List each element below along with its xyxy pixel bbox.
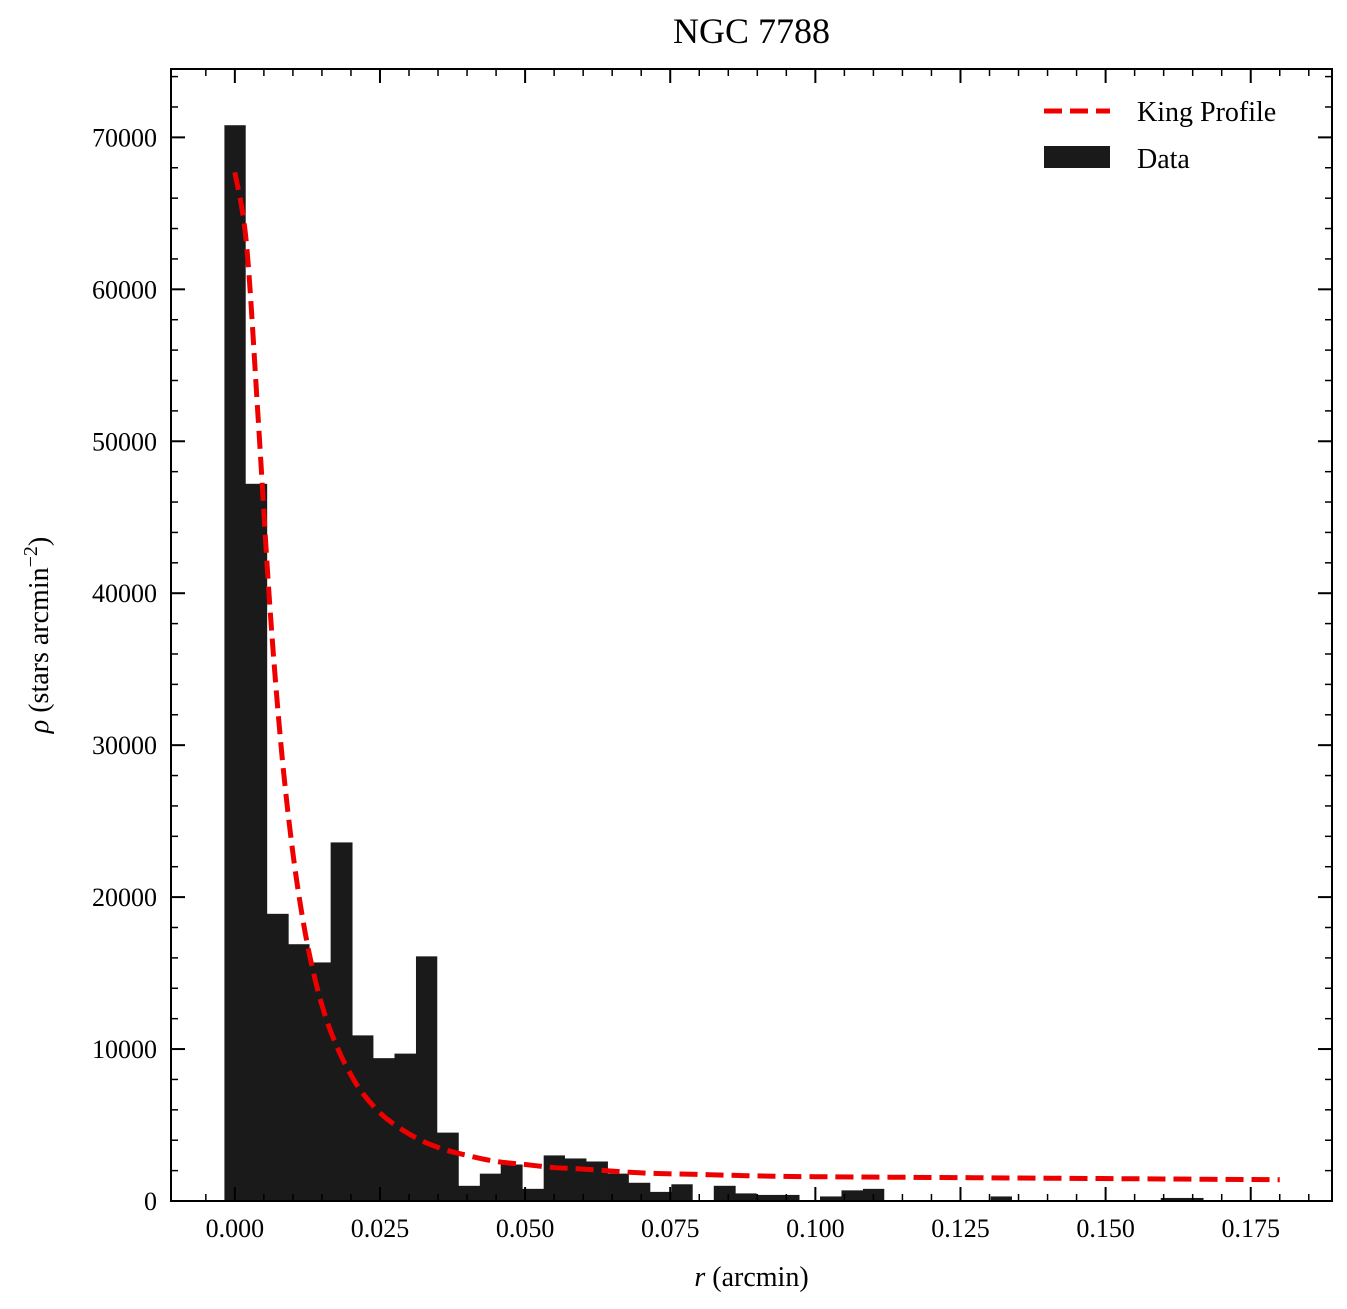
x-tick-label: 0.100 (786, 1214, 845, 1243)
histogram-bar (500, 1164, 523, 1201)
y-tick-label: 40000 (92, 579, 157, 608)
x-axis-symbol: r (694, 1262, 705, 1293)
legend-label-king-profile: King Profile (1137, 97, 1276, 128)
histogram-bar (777, 1194, 800, 1201)
x-axis-unit: (arcmin) (705, 1262, 808, 1293)
y-tick-label: 70000 (92, 123, 157, 152)
histogram-bar (436, 1132, 459, 1201)
y-axis-label: ρ (stars arcmin−2) (20, 537, 55, 734)
legend-swatch-data (1044, 146, 1110, 168)
histogram-bar (352, 1035, 374, 1201)
y-tick-label: 50000 (92, 427, 157, 456)
axis-ticks (171, 69, 1332, 1202)
legend: King Profile Data (1044, 97, 1276, 175)
histogram-bar (1160, 1197, 1183, 1201)
histogram-bar (458, 1185, 481, 1201)
histogram-bar (522, 1188, 545, 1201)
histogram-bars (224, 125, 1204, 1202)
x-axis-label: r (arcmin) (694, 1262, 808, 1293)
histogram-bar (649, 1191, 672, 1201)
y-tick-label: 20000 (92, 883, 157, 912)
histogram-bar (373, 1058, 395, 1201)
histogram-bar (820, 1196, 842, 1201)
chart-title: NGC 7788 (673, 11, 830, 51)
histogram-bar (266, 913, 289, 1201)
king-profile-curve (232, 171, 1280, 1183)
histogram-bar (990, 1196, 1012, 1201)
histogram-bar (224, 125, 246, 1202)
x-tick-label: 0.175 (1221, 1214, 1280, 1243)
x-tick-label: 0.125 (931, 1214, 990, 1243)
y-tick-label: 10000 (92, 1035, 157, 1064)
histogram-bar (415, 956, 438, 1201)
x-tick-label: 0.150 (1076, 1214, 1135, 1243)
histogram-bar (671, 1184, 693, 1201)
y-tick-label: 0 (144, 1187, 157, 1216)
y-axis-symbol: ρ (24, 720, 55, 734)
plot-frame (170, 68, 1333, 1202)
y-tick-label: 60000 (92, 275, 157, 304)
histogram-bar (713, 1185, 736, 1201)
histogram-bar (479, 1173, 502, 1201)
histogram-bar (735, 1193, 757, 1201)
y-axis-unit: (stars arcmin (24, 567, 55, 719)
x-tick-label: 0.025 (351, 1214, 410, 1243)
x-tick-label: 0.050 (496, 1214, 555, 1243)
histogram-bar (309, 962, 332, 1201)
histogram-bar (841, 1190, 864, 1201)
histogram-bar (288, 944, 310, 1201)
x-tick-label: 0.075 (641, 1214, 700, 1243)
y-tick-label: 30000 (92, 731, 157, 760)
x-tick-label: 0.000 (206, 1214, 265, 1243)
histogram-bar (607, 1173, 629, 1201)
histogram-bar (756, 1194, 779, 1201)
y-axis-exponent: −2 (20, 546, 42, 567)
histogram-bar (628, 1182, 651, 1201)
axis-tick-labels: 0.000 0.025 0.050 0.075 0.100 0.125 0.150 0.175… (92, 123, 1280, 1243)
y-axis-close: ) (24, 537, 55, 546)
histogram-bar (330, 842, 353, 1201)
histogram-bar (245, 483, 268, 1201)
histogram-bar (394, 1053, 417, 1201)
legend-label-data: Data (1137, 144, 1190, 175)
